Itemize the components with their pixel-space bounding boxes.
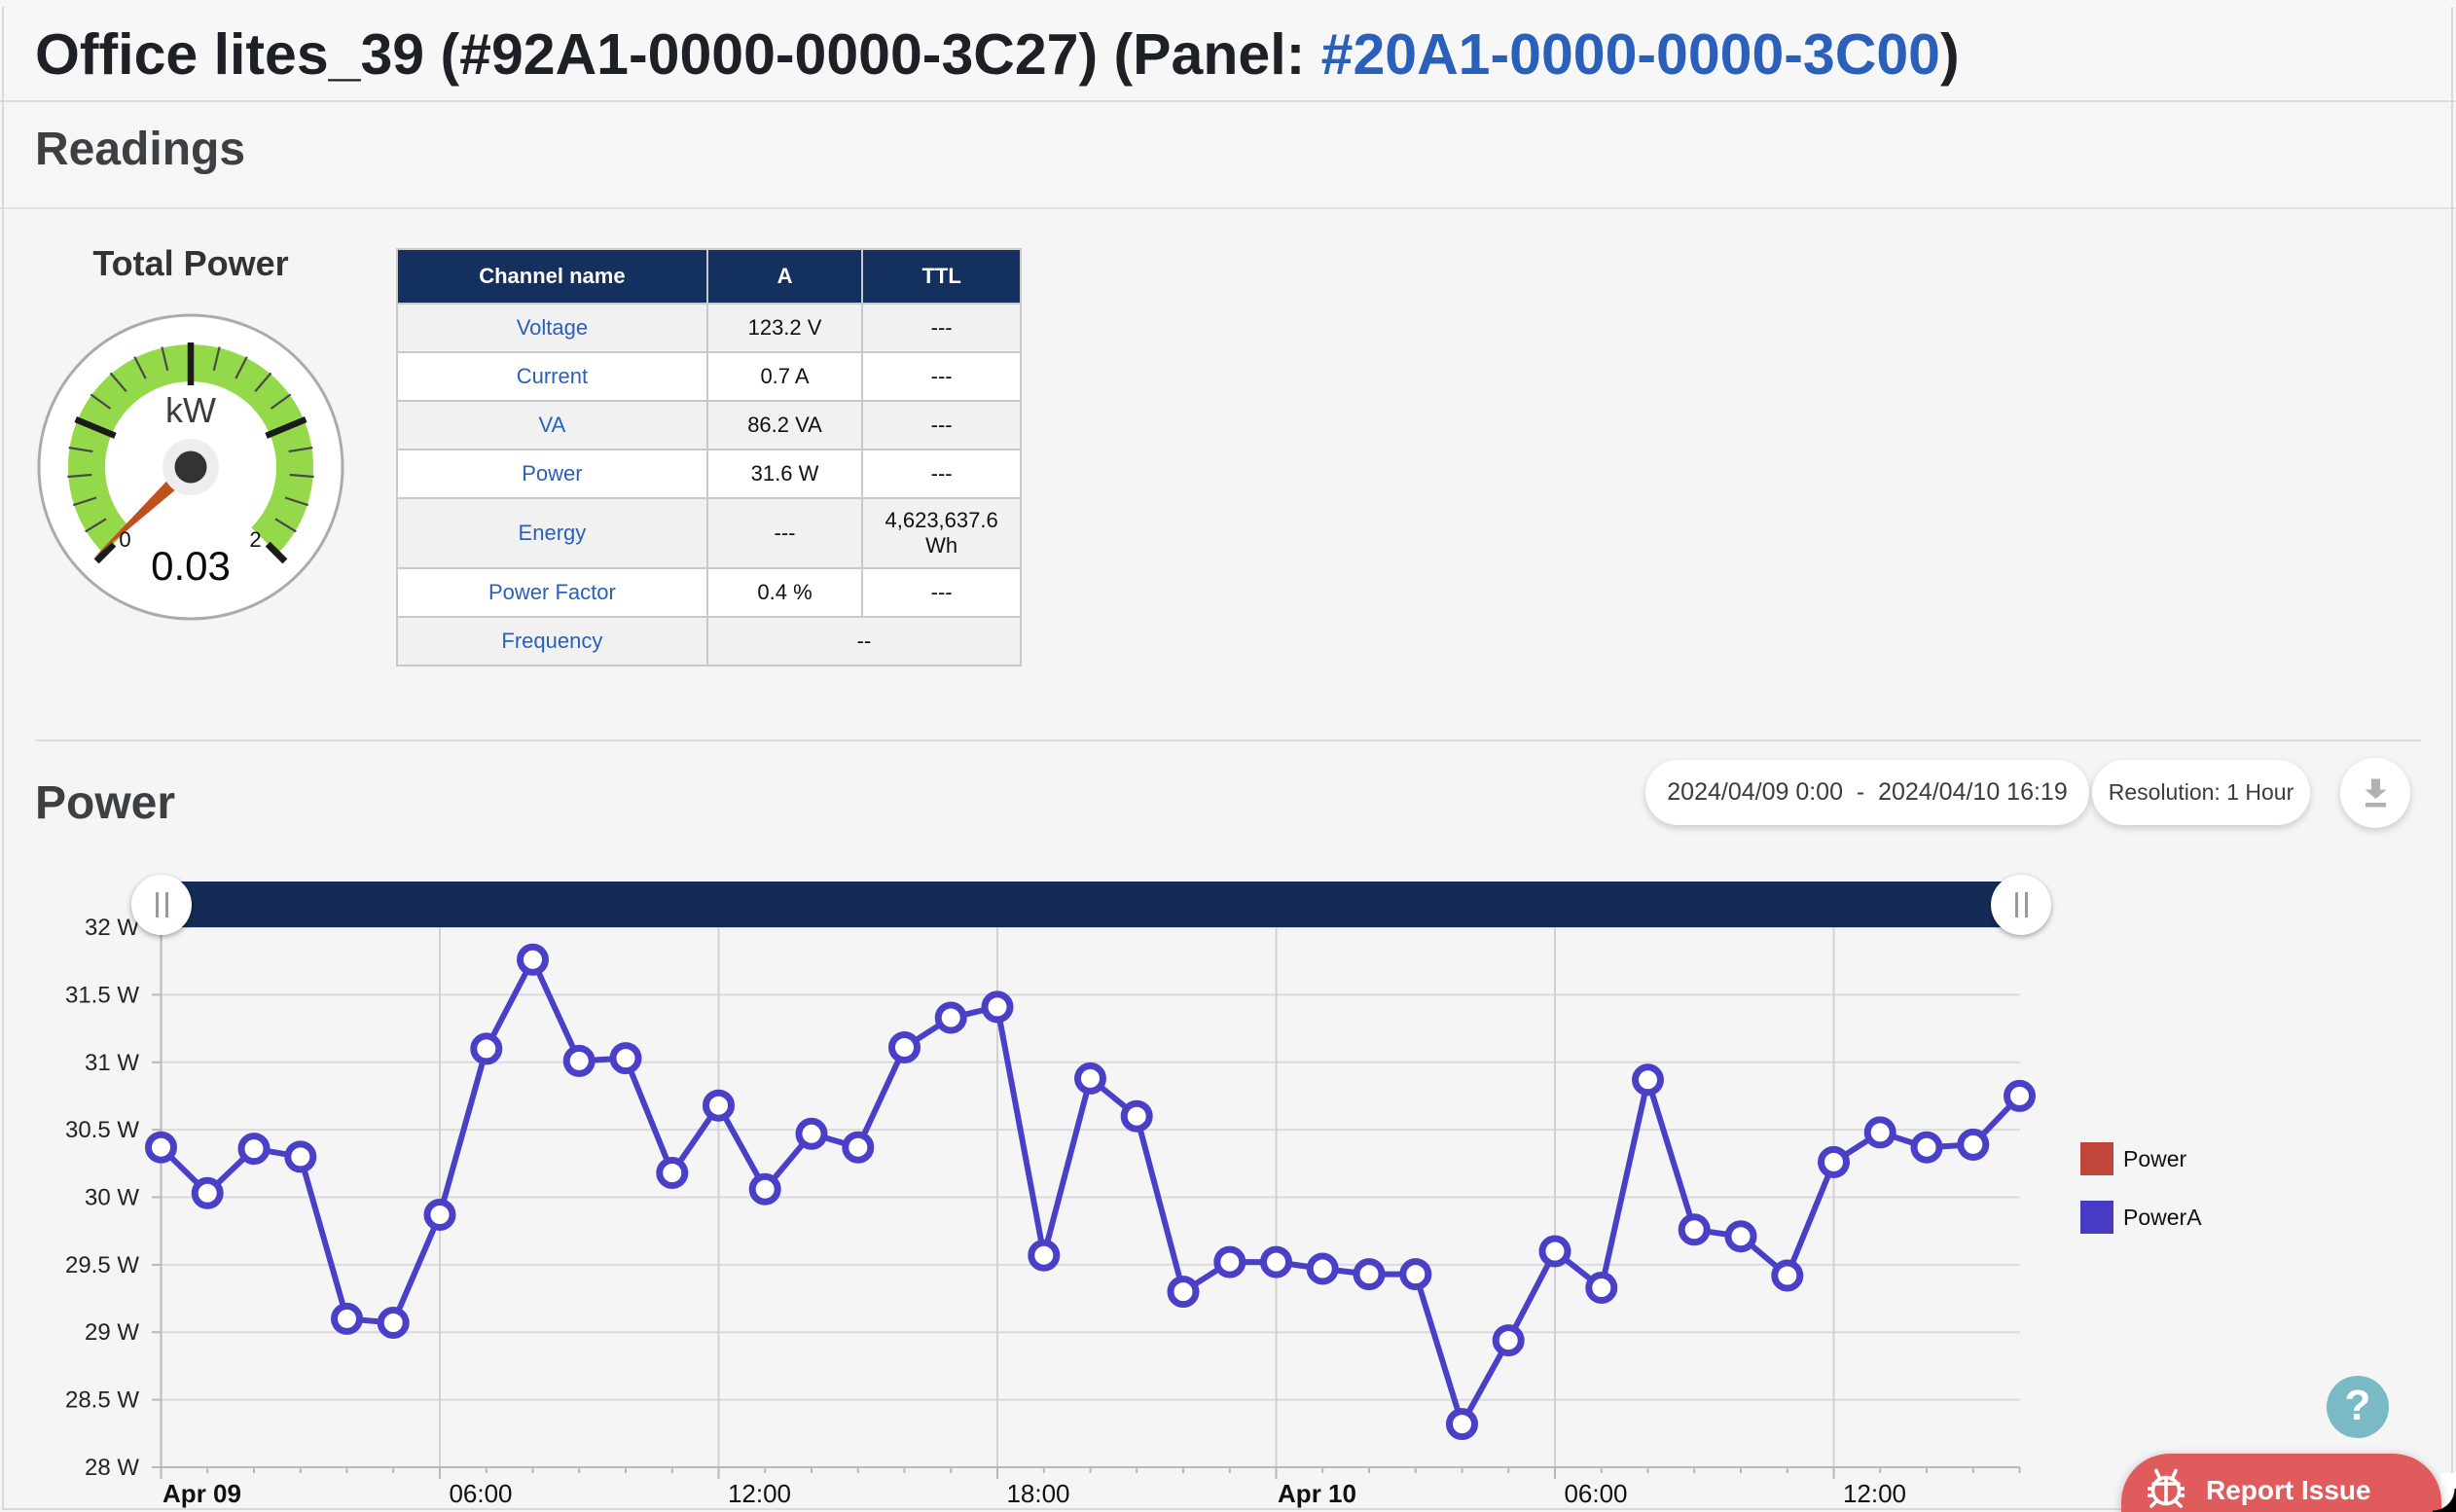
svg-text:30 W: 30 W: [85, 1185, 139, 1211]
svg-text:32 W: 32 W: [85, 915, 139, 941]
svg-text:06:00: 06:00: [449, 1479, 512, 1508]
svg-text:kW: kW: [165, 390, 216, 430]
svg-text:28 W: 28 W: [85, 1455, 139, 1481]
svg-text:28.5 W: 28.5 W: [65, 1387, 139, 1414]
svg-text:0.03: 0.03: [151, 543, 231, 589]
svg-text:12:00: 12:00: [728, 1479, 791, 1508]
svg-text:29 W: 29 W: [85, 1319, 139, 1346]
svg-text:18:00: 18:00: [1006, 1479, 1069, 1508]
svg-text:29.5 W: 29.5 W: [65, 1252, 139, 1278]
svg-text:30.5 W: 30.5 W: [65, 1117, 139, 1143]
svg-text:31 W: 31 W: [85, 1050, 139, 1076]
svg-text:12:00: 12:00: [1843, 1479, 1906, 1508]
svg-text:Apr 10: Apr 10: [1278, 1479, 1356, 1508]
svg-text:06:00: 06:00: [1564, 1479, 1627, 1508]
svg-text:2: 2: [249, 527, 261, 552]
svg-text:Apr 09: Apr 09: [163, 1479, 241, 1508]
svg-text:0: 0: [119, 527, 130, 552]
svg-text:31.5 W: 31.5 W: [65, 982, 139, 1008]
